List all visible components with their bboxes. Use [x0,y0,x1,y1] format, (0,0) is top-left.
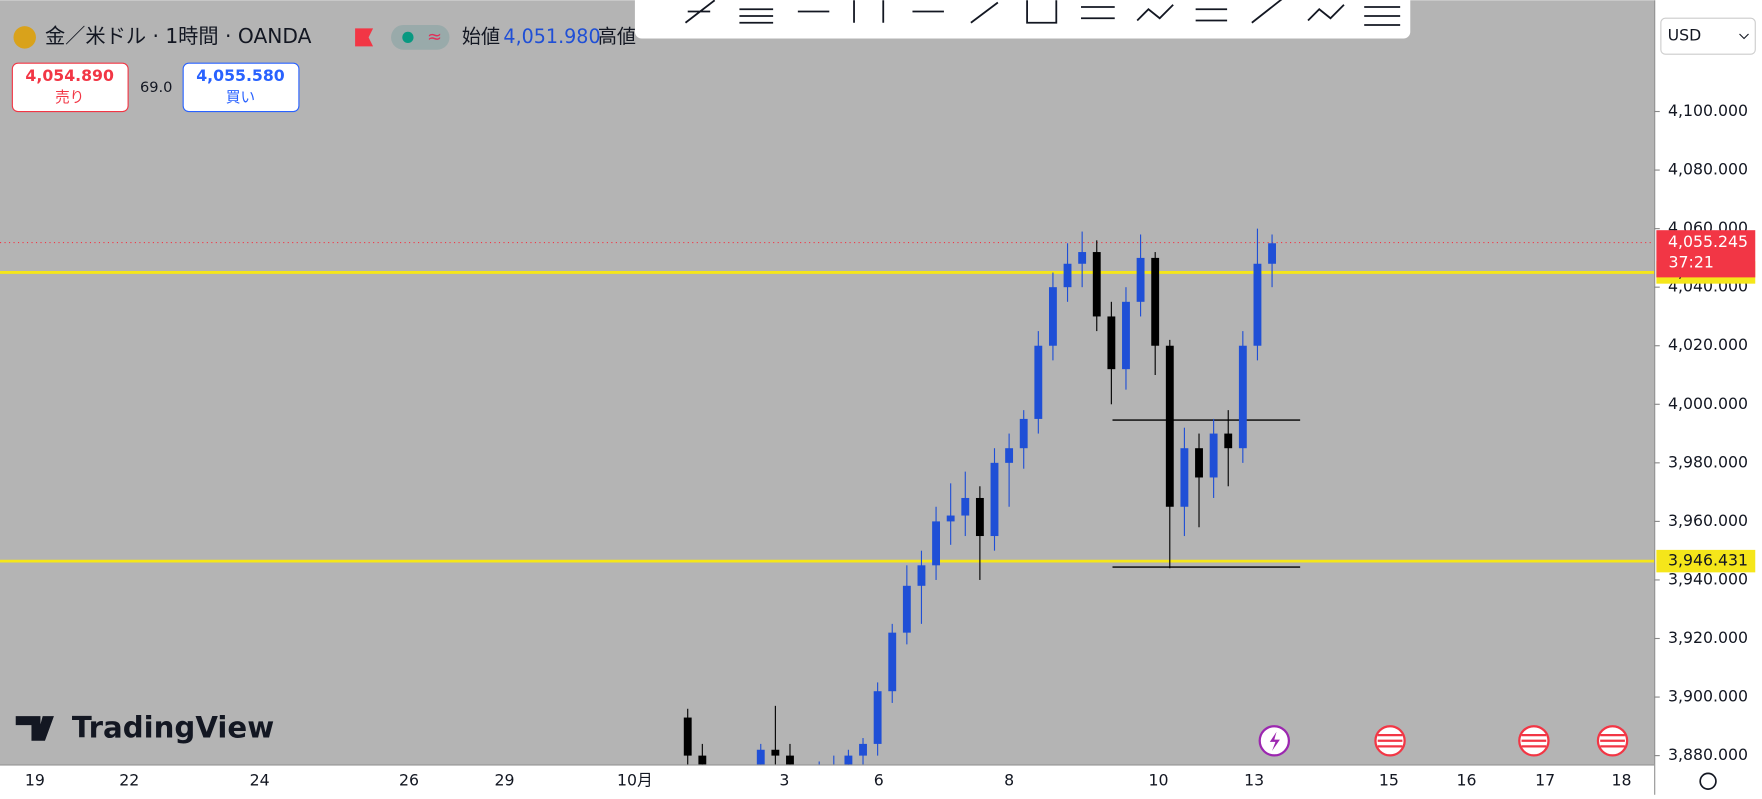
x-tick-label: 22 [119,771,139,790]
x-tick-label: 18 [1612,771,1632,790]
buy-price: 4,055.580 [196,66,285,85]
candle-body [902,585,911,633]
symbol-icon [13,26,36,49]
settings-icon[interactable] [1699,772,1717,790]
candle-body [917,565,926,586]
candle-body [932,521,940,566]
candle-body [683,717,692,756]
x-tick-label: 10 [1149,771,1169,790]
dropdown-arrow [1739,33,1749,40]
y-tick-label: 3,960.000 [1668,511,1748,530]
logo: TradingView [72,711,274,745]
y-tick-label: 3,920.000 [1668,628,1748,647]
us-event-icons[interactable] [1374,725,1629,757]
candle-body [990,462,999,537]
candle-body [873,691,882,744]
y-tick-label: 3,900.000 [1668,687,1748,706]
sell-button[interactable] [11,62,129,113]
x-tick-label: 15 [1379,771,1399,790]
x-tick-label: 3 [779,771,789,790]
candle-body [946,515,955,522]
candle-body [1151,257,1160,346]
candle-body [961,497,970,516]
open-label: 始値 [462,25,500,48]
y-tick-label: 3,980.000 [1668,452,1748,471]
candle-body [756,749,765,765]
candle-body [1048,287,1057,346]
x-tick-label: 29 [495,771,515,790]
x-tick-label: 17 [1535,771,1555,790]
candle-body [1165,345,1174,507]
candle-body [1005,448,1014,463]
x-tick-label: 16 [1456,771,1476,790]
candle-body [698,755,707,765]
candle-body [1078,252,1087,264]
candle-body [771,749,780,756]
candle-body [1195,448,1203,478]
x-tick-label: 24 [250,771,270,790]
time-axis [0,764,1655,795]
y-tick-label: 3,940.000 [1668,569,1748,588]
high-label: 高値 [598,25,636,48]
candle-body [844,755,853,765]
last-price-label: 4,055.245 [1668,232,1748,251]
candle-body [1268,243,1276,264]
candle-body [859,743,867,756]
countdown: 37:21 [1669,252,1714,271]
candle-body [1092,252,1101,317]
y-tick-label: 4,000.000 [1668,394,1748,413]
candle-body [1063,263,1072,288]
open-value: 4,051.980 [503,25,600,48]
buy-label: 買い [226,89,255,106]
x-tick-label: 13 [1244,771,1264,790]
candle-body [1209,433,1218,478]
candle-body [1107,316,1116,370]
candle-body [975,497,984,537]
sell-label: 売り [55,89,84,106]
y-tick-label: 4,100.000 [1668,101,1748,120]
buy-button[interactable] [182,62,300,113]
candle-body [786,755,794,765]
symbol[interactable]: 金／米ドル · 1時間 · OANDA [45,24,312,48]
candle-body [1238,345,1247,449]
candle-body [1253,263,1262,346]
level-label: 3,946.431 [1668,551,1748,570]
candle-body [1034,345,1043,419]
y-tick-label: 4,080.000 [1668,160,1748,179]
lightning [1269,731,1280,751]
spread: 69.0 [140,79,173,96]
drawing-toolbar [634,0,1411,39]
x-tick-label: 19 [25,771,45,790]
candle-body [1122,301,1130,370]
x-tick-label: 26 [399,771,419,790]
candle-body [888,632,897,692]
last-price-bg [1656,230,1756,278]
y-tick-label: 4,020.000 [1668,335,1748,354]
price-axis [1654,0,1762,795]
candle-body [1136,257,1145,302]
market-open-dot [402,31,414,43]
y-tick-label: 3,880.000 [1668,745,1748,764]
level-label-bg [1656,549,1756,573]
candle-body [1180,448,1189,507]
x-tick-label: 10月 [617,771,653,790]
status-pill [391,24,450,50]
currency: USD [1668,26,1702,45]
status-wave: ≈ [427,26,442,47]
logo-mark [15,716,54,741]
sell-price: 4,054.890 [25,66,114,85]
candle-body [1224,433,1233,449]
x-tick-label: 8 [1004,771,1014,790]
plot-area [0,0,1655,765]
candle-body [1019,418,1028,449]
currency-select[interactable] [1660,17,1756,55]
x-tick-label: 6 [874,771,884,790]
flag-icon [355,28,374,47]
